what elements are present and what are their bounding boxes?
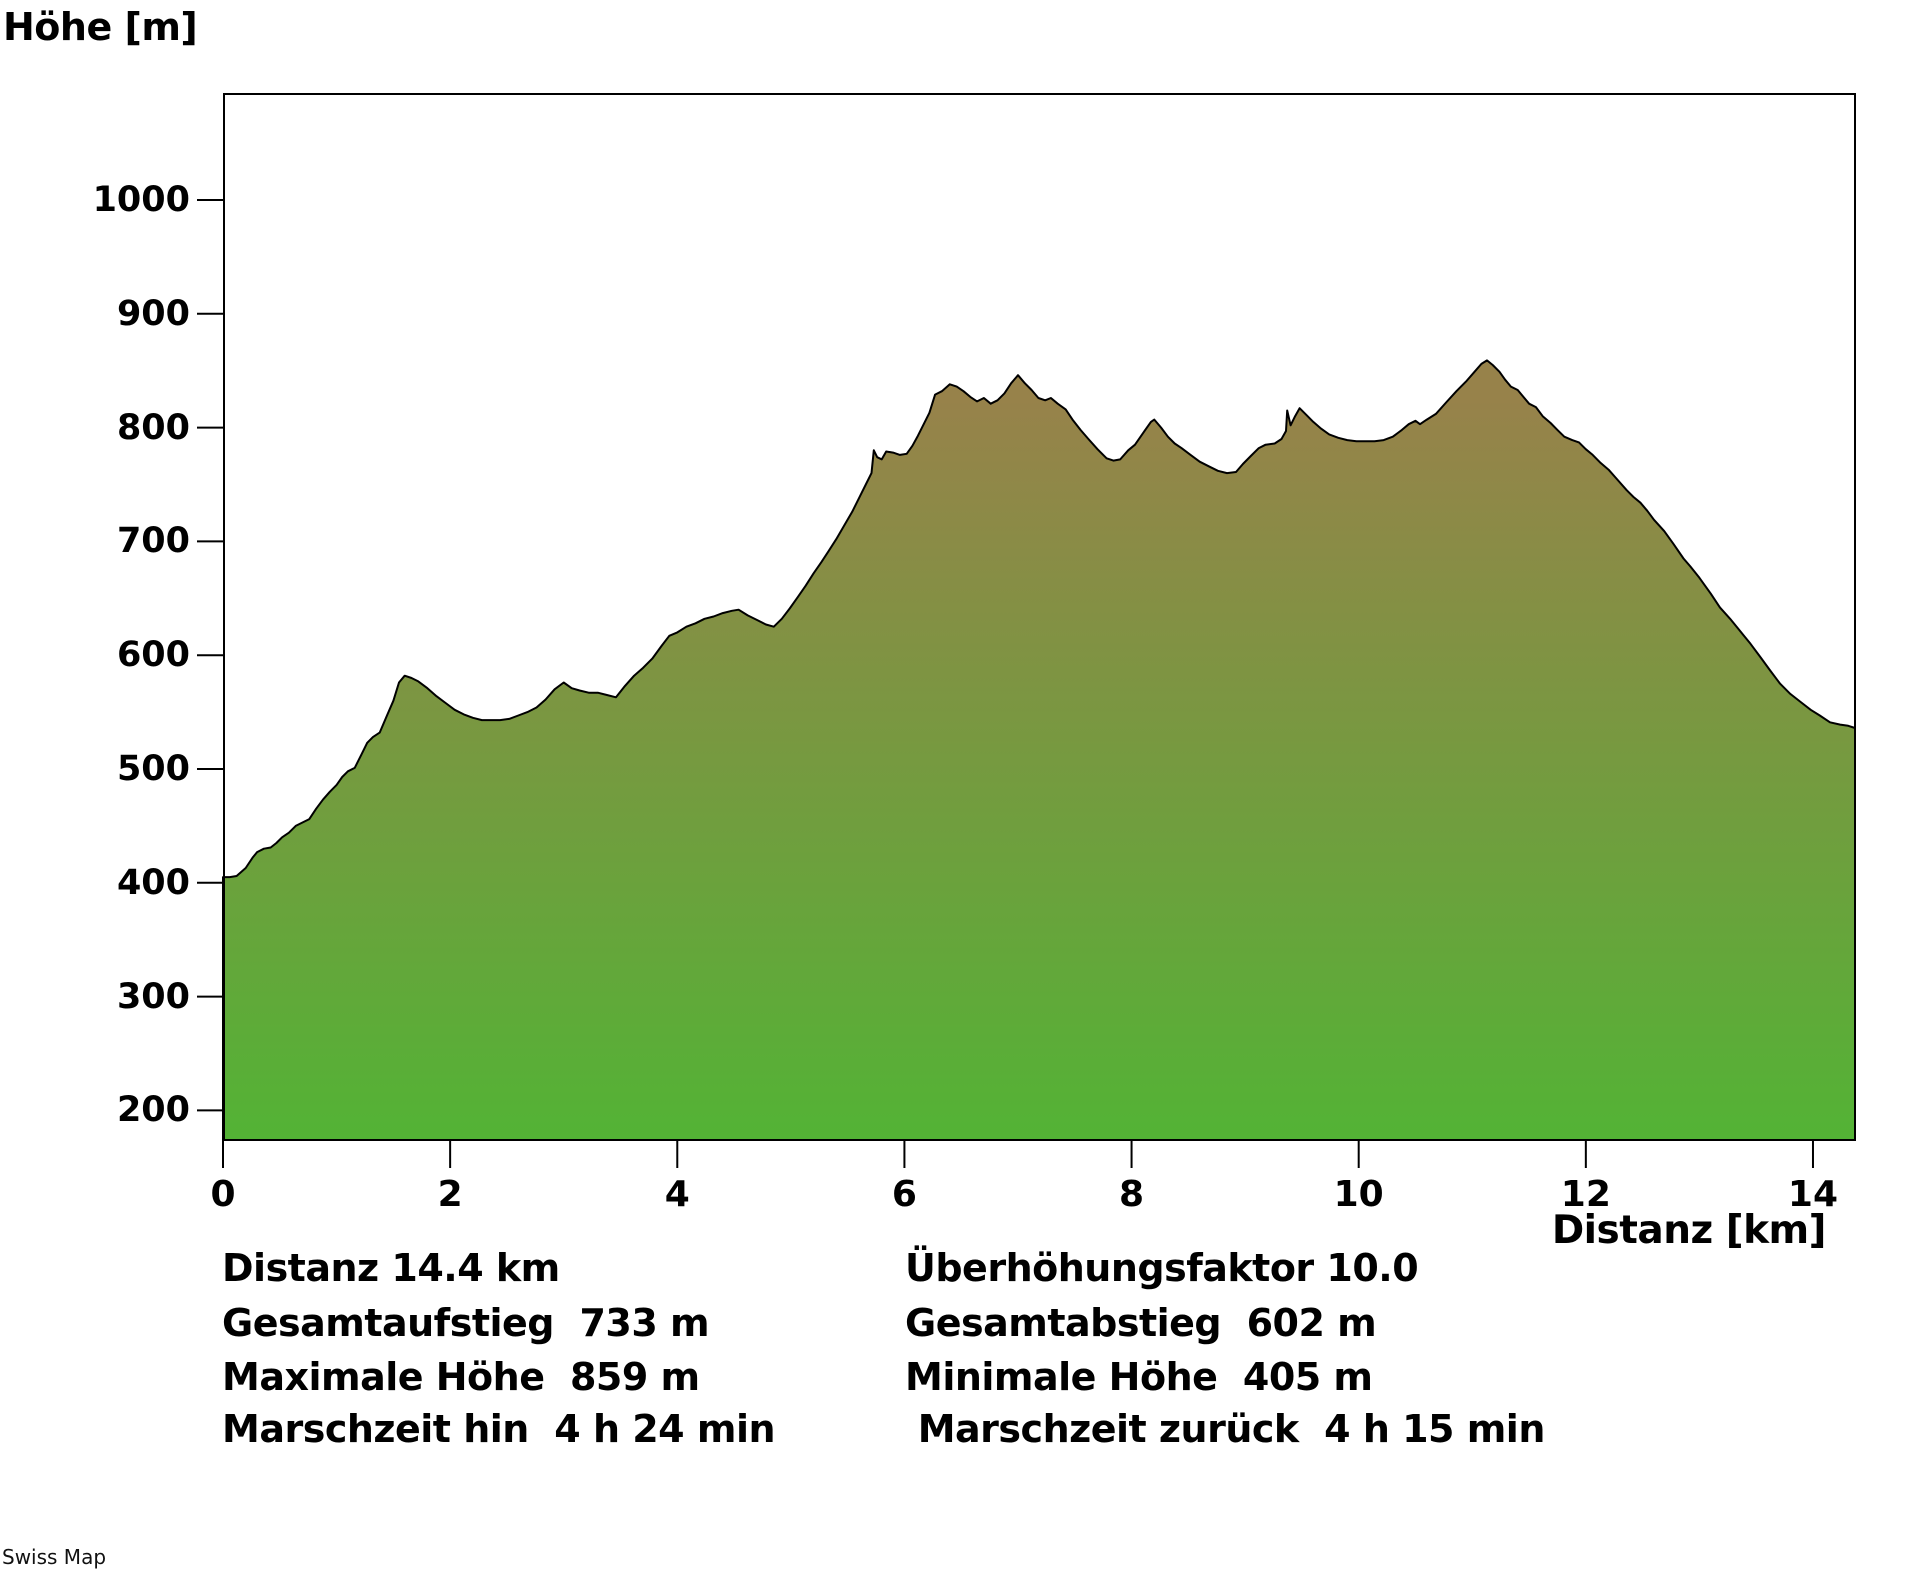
footer-line-1: Swiss Map: [2, 1545, 107, 1569]
footer: Swiss Map © 2008. Bundesamt für Landesto…: [2, 1500, 708, 1572]
y-tick-label: 700: [116, 521, 190, 562]
x-tick-label: 8: [1119, 1174, 1145, 1215]
y-tick-label: 1000: [92, 179, 190, 220]
x-tick-label: 12: [1560, 1174, 1611, 1215]
plot-frame: [223, 93, 1856, 1141]
stat-marschzeit-zurueck: Marschzeit zurück 4 h 15 min: [905, 1407, 1546, 1451]
y-tick-label: 200: [116, 1090, 190, 1131]
y-tick-label: 900: [116, 293, 190, 334]
y-tick-label: 600: [116, 635, 190, 676]
stat-ueberhoehungsfaktor: Überhöhungsfaktor 10.0: [905, 1246, 1419, 1290]
y-axis-title: Höhe [m]: [3, 5, 198, 49]
stat-gesamtaufstieg: Gesamtaufstieg 733 m: [222, 1301, 710, 1345]
x-tick-label: 10: [1333, 1174, 1384, 1215]
stat-minimale-hoehe: Minimale Höhe 405 m: [905, 1355, 1373, 1399]
x-axis-title: Distanz [km]: [1551, 1208, 1827, 1253]
stat-gesamtabstieg: Gesamtabstieg 602 m: [905, 1301, 1377, 1345]
axis-ticks: [197, 198, 1814, 1168]
x-tick-label: 6: [891, 1174, 917, 1215]
y-tick-label: 400: [116, 862, 190, 903]
x-tick-label: 4: [664, 1174, 690, 1215]
stat-maximale-hoehe: Maximale Höhe 859 m: [222, 1355, 700, 1399]
stat-distanz: Distanz 14.4 km: [222, 1246, 560, 1290]
x-tick-label: 14: [1787, 1174, 1839, 1215]
x-tick-label: 2: [437, 1174, 463, 1215]
y-tick-label: 800: [116, 407, 190, 448]
x-tick-label: 0: [210, 1174, 236, 1215]
y-tick-label: 300: [116, 976, 190, 1017]
elevation-area: [222, 359, 1856, 1141]
y-tick-label: 500: [116, 748, 190, 789]
stat-marschzeit-hin: Marschzeit hin 4 h 24 min: [222, 1407, 776, 1451]
